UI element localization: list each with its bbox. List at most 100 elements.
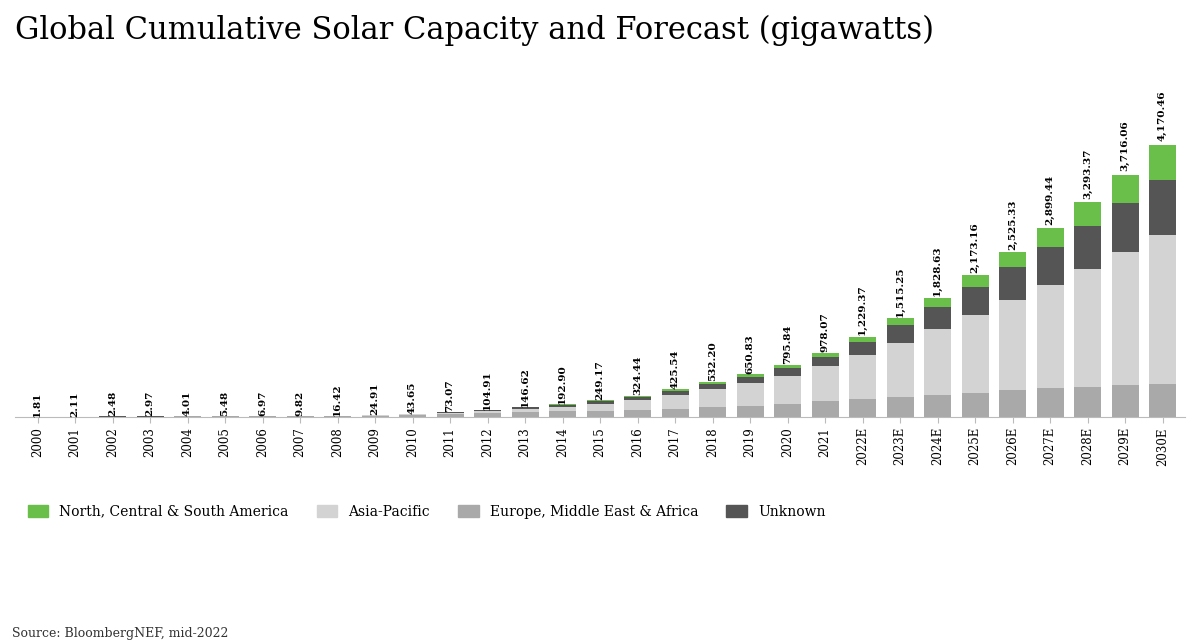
Text: 6.97: 6.97 [258, 391, 266, 416]
Text: 16.42: 16.42 [334, 383, 342, 415]
Bar [737, 374, 763, 377]
Text: 978.07: 978.07 [821, 312, 829, 352]
Bar [924, 298, 952, 307]
Bar [961, 287, 989, 315]
Bar [774, 365, 802, 368]
Bar [511, 408, 539, 409]
Bar [1111, 252, 1139, 385]
Bar [1150, 180, 1176, 235]
Text: 3,293.37: 3,293.37 [1082, 148, 1092, 199]
Bar [850, 399, 876, 417]
Bar [587, 401, 613, 404]
Bar [1111, 385, 1139, 417]
Bar [698, 407, 726, 417]
Bar [437, 413, 463, 414]
Text: 650.83: 650.83 [745, 334, 755, 374]
Bar [550, 406, 576, 412]
Text: 1.81: 1.81 [34, 391, 42, 417]
Bar [1111, 204, 1139, 252]
Text: 795.84: 795.84 [784, 324, 792, 364]
Bar [1074, 202, 1102, 226]
Bar [998, 300, 1026, 390]
Bar [511, 412, 539, 417]
Bar [550, 412, 576, 417]
Bar [774, 368, 802, 376]
Bar [998, 252, 1026, 268]
Text: 4,170.46: 4,170.46 [1158, 90, 1168, 141]
Bar [1074, 387, 1102, 417]
Bar [961, 275, 989, 287]
Bar [887, 318, 913, 324]
Text: 1,828.63: 1,828.63 [932, 245, 942, 296]
Bar [1037, 285, 1063, 388]
Text: 146.62: 146.62 [521, 367, 529, 407]
Text: 9.82: 9.82 [295, 391, 305, 416]
Bar [1037, 228, 1063, 247]
Bar [474, 413, 502, 417]
Text: 425.54: 425.54 [671, 349, 679, 388]
Text: 24.91: 24.91 [371, 383, 379, 415]
Bar [624, 396, 650, 397]
Bar [998, 268, 1026, 300]
Bar [661, 390, 689, 395]
Bar [474, 411, 502, 413]
Bar [661, 395, 689, 409]
Text: 192.90: 192.90 [558, 364, 568, 404]
Bar [1150, 145, 1176, 180]
Bar [1074, 226, 1102, 269]
Bar [437, 412, 463, 413]
Text: 1,229.37: 1,229.37 [858, 285, 868, 335]
Bar [961, 392, 989, 417]
Text: 3,716.06: 3,716.06 [1121, 120, 1129, 171]
Bar [998, 390, 1026, 417]
Bar [587, 404, 613, 411]
Bar [624, 400, 650, 410]
Text: 2,525.33: 2,525.33 [1008, 200, 1018, 250]
Text: 104.91: 104.91 [482, 370, 492, 410]
Bar [811, 401, 839, 417]
Bar [437, 414, 463, 417]
Bar [661, 389, 689, 390]
Bar [1150, 384, 1176, 417]
Text: 5.48: 5.48 [221, 391, 229, 416]
Bar [924, 330, 952, 395]
Bar [887, 397, 913, 417]
Text: 43.65: 43.65 [408, 381, 418, 414]
Text: 73.07: 73.07 [445, 379, 455, 412]
Bar [324, 416, 352, 417]
Bar [661, 409, 689, 417]
Text: 1,515.25: 1,515.25 [895, 266, 905, 317]
Bar [887, 324, 913, 342]
Text: 2.11: 2.11 [71, 391, 79, 417]
Bar [624, 397, 650, 400]
Bar [1037, 388, 1063, 417]
Bar [811, 357, 839, 366]
Bar [737, 377, 763, 383]
Bar [850, 342, 876, 355]
Bar [361, 415, 389, 417]
Bar [737, 383, 763, 406]
Bar [887, 342, 913, 397]
Text: Source: BloombergNEF, mid-2022: Source: BloombergNEF, mid-2022 [12, 627, 228, 640]
Text: Global Cumulative Solar Capacity and Forecast (gigawatts): Global Cumulative Solar Capacity and For… [16, 15, 934, 46]
Text: 2.48: 2.48 [108, 391, 118, 417]
Legend: North, Central & South America, Asia-Pacific, Europe, Middle East & Africa, Unkn: North, Central & South America, Asia-Pac… [22, 499, 832, 524]
Text: 249.17: 249.17 [595, 360, 605, 400]
Bar [850, 337, 876, 342]
Text: 2,899.44: 2,899.44 [1045, 175, 1055, 225]
Bar [924, 307, 952, 330]
Bar [1150, 235, 1176, 384]
Text: 2,173.16: 2,173.16 [971, 222, 979, 273]
Bar [698, 382, 726, 384]
Bar [961, 315, 989, 392]
Text: 2.97: 2.97 [145, 391, 155, 417]
Bar [398, 415, 426, 417]
Bar [737, 406, 763, 417]
Bar [474, 410, 502, 411]
Bar [1111, 175, 1139, 204]
Bar [587, 411, 613, 417]
Bar [1074, 269, 1102, 387]
Bar [774, 376, 802, 404]
Bar [811, 353, 839, 357]
Bar [811, 366, 839, 401]
